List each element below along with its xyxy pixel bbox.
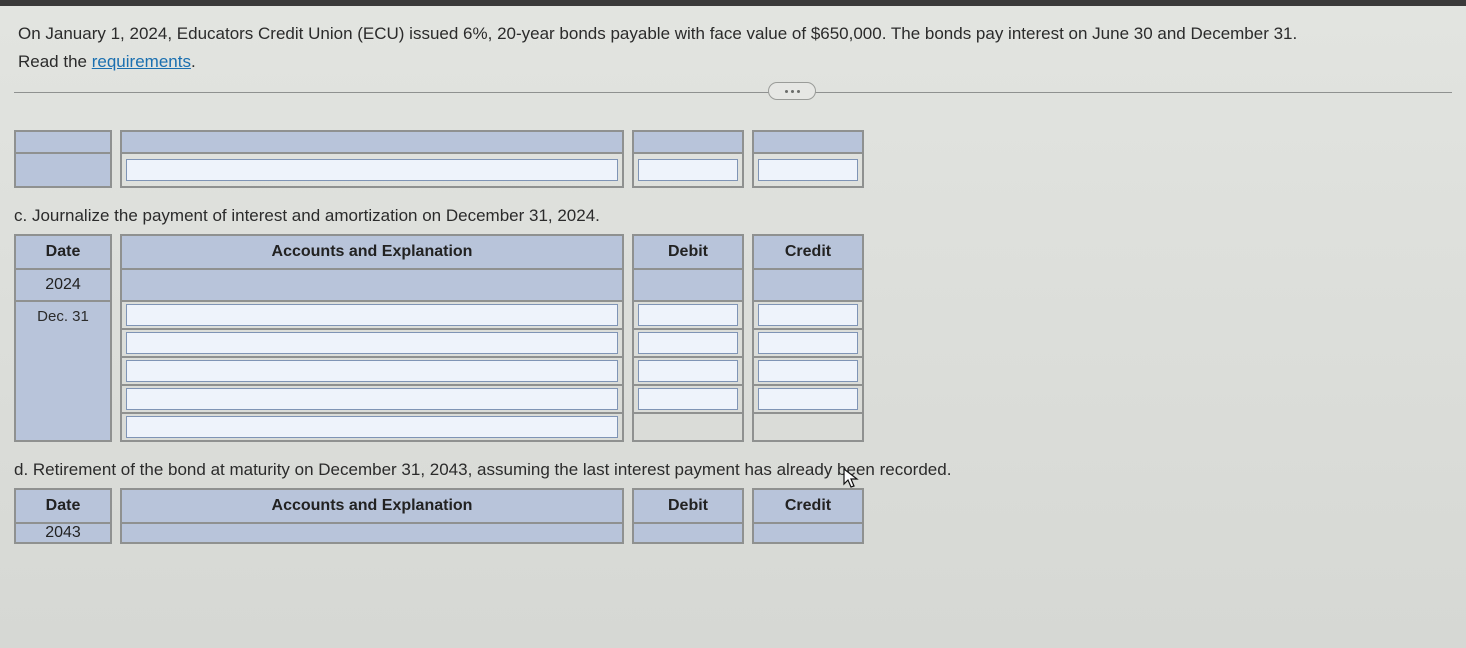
year-row: 2024 — [15, 269, 863, 301]
account-input[interactable] — [126, 332, 618, 354]
credit-input[interactable] — [758, 360, 858, 382]
expand-pill[interactable] — [768, 82, 816, 100]
prev-debit-input[interactable] — [638, 159, 738, 181]
debit-input[interactable] — [638, 332, 738, 354]
date-cell: Dec. 31 — [15, 301, 111, 441]
section-d-label: d. Retirement of the bond at maturity on… — [14, 460, 1466, 480]
requirements-link[interactable]: requirements — [92, 52, 191, 71]
section-c-label: c. Journalize the payment of interest an… — [14, 206, 1466, 226]
credit-input[interactable] — [758, 332, 858, 354]
year-cell: 2024 — [15, 269, 111, 301]
year-row: 2043 — [15, 523, 863, 543]
debit-input[interactable] — [638, 360, 738, 382]
header-date: Date — [15, 235, 111, 269]
year-cell: 2043 — [15, 523, 111, 543]
journal-table-d: Date Accounts and Explanation Debit Cred… — [14, 488, 864, 544]
header-debit: Debit — [633, 489, 743, 523]
previous-table-fragment — [14, 130, 864, 188]
account-input[interactable] — [126, 304, 618, 326]
prev-credit-input[interactable] — [758, 159, 858, 181]
header-date: Date — [15, 489, 111, 523]
debit-input[interactable] — [638, 304, 738, 326]
account-input[interactable] — [126, 416, 618, 438]
header-accounts: Accounts and Explanation — [121, 489, 623, 523]
table-row: Dec. 31 — [15, 301, 863, 329]
table-header-row: Date Accounts and Explanation Debit Cred… — [15, 235, 863, 269]
table-row — [15, 329, 863, 357]
credit-input[interactable] — [758, 304, 858, 326]
header-credit: Credit — [753, 489, 863, 523]
problem-line1: On January 1, 2024, Educators Credit Uni… — [18, 24, 1297, 43]
exercise-page: On January 1, 2024, Educators Credit Uni… — [0, 0, 1466, 648]
section-divider — [0, 92, 1466, 120]
table-row — [15, 357, 863, 385]
header-credit: Credit — [753, 235, 863, 269]
table-row — [15, 413, 863, 441]
account-input[interactable] — [126, 360, 618, 382]
account-input[interactable] — [126, 388, 618, 410]
table-header-row: Date Accounts and Explanation Debit Cred… — [15, 489, 863, 523]
credit-input[interactable] — [758, 388, 858, 410]
header-debit: Debit — [633, 235, 743, 269]
problem-statement: On January 1, 2024, Educators Credit Uni… — [0, 6, 1466, 82]
debit-input[interactable] — [638, 388, 738, 410]
journal-table-c: Date Accounts and Explanation Debit Cred… — [14, 234, 864, 442]
table-row — [15, 385, 863, 413]
problem-line2-suffix: . — [191, 52, 196, 71]
header-accounts: Accounts and Explanation — [121, 235, 623, 269]
problem-line2-prefix: Read the — [18, 52, 92, 71]
prev-account-input[interactable] — [126, 159, 618, 181]
